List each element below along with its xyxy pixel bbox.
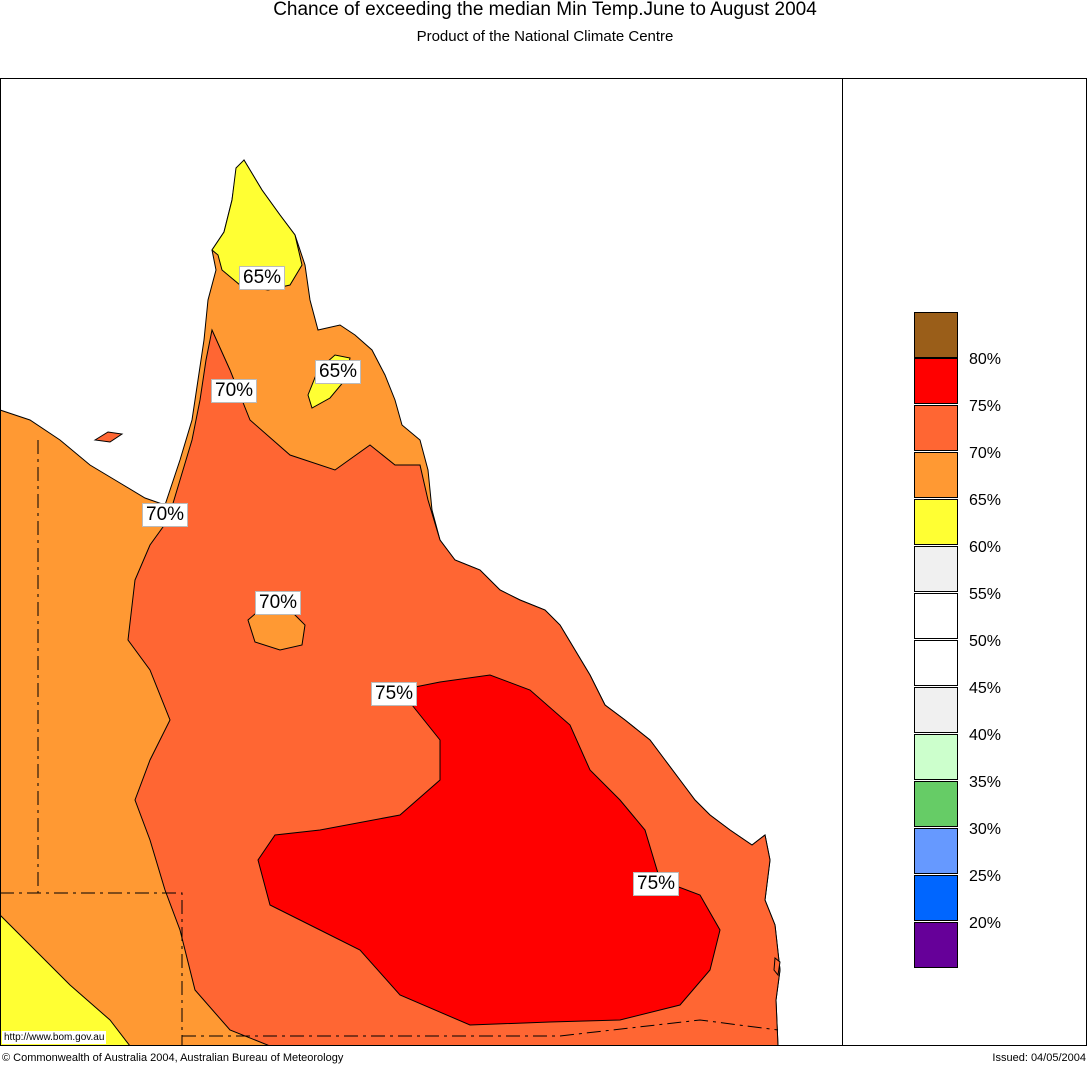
copyright-notice: © Commonwealth of Australia 2004, Austra… bbox=[2, 1052, 344, 1064]
legend-swatch bbox=[914, 875, 958, 921]
sa-border bbox=[1, 892, 183, 1045]
legend-label: 50% bbox=[969, 633, 1002, 650]
legend-swatch bbox=[914, 734, 958, 780]
map-label: 65% bbox=[315, 360, 362, 384]
gulf-island bbox=[93, 431, 124, 443]
legend-divider bbox=[842, 78, 843, 1046]
legend-swatch bbox=[914, 405, 958, 451]
zone-80-percent bbox=[257, 674, 721, 1026]
legend-swatch bbox=[914, 640, 958, 686]
map-label: 75% bbox=[371, 682, 418, 706]
source-url-link[interactable]: http://www.bom.gov.au bbox=[2, 1031, 107, 1044]
nsw-border bbox=[182, 1019, 779, 1037]
map-frame bbox=[0, 78, 1087, 1046]
legend-swatch bbox=[914, 312, 958, 358]
coastal-island bbox=[773, 957, 781, 977]
legend-label: 80% bbox=[969, 351, 1002, 368]
legend-swatch bbox=[914, 546, 958, 592]
legend-swatch bbox=[914, 593, 958, 639]
legend-swatch bbox=[914, 828, 958, 874]
map-label: 70% bbox=[255, 591, 302, 615]
legend-swatch bbox=[914, 358, 958, 404]
zone-65-percent-southwest bbox=[1, 915, 130, 1045]
legend-label: 25% bbox=[969, 868, 1002, 885]
legend-label: 20% bbox=[969, 915, 1002, 932]
legend-label: 40% bbox=[969, 727, 1002, 744]
map-label: 70% bbox=[142, 503, 189, 527]
legend-label: 35% bbox=[969, 774, 1002, 791]
map-label: 70% bbox=[211, 379, 258, 403]
legend-swatch bbox=[914, 781, 958, 827]
map-subtitle: Product of the National Climate Centre bbox=[416, 28, 674, 45]
legend-label: 55% bbox=[969, 586, 1002, 603]
legend-swatch bbox=[914, 452, 958, 498]
legend-swatch bbox=[914, 499, 958, 545]
legend-swatch bbox=[914, 687, 958, 733]
map-title: Chance of exceeding the median Min Temp.… bbox=[273, 0, 817, 20]
map-label: 75% bbox=[633, 872, 680, 896]
issued-date: Issued: 04/05/2004 bbox=[992, 1052, 1086, 1064]
legend-label: 70% bbox=[969, 445, 1002, 462]
legend-label: 45% bbox=[969, 680, 1002, 697]
map-label: 65% bbox=[239, 266, 286, 290]
legend-swatch bbox=[914, 922, 958, 968]
legend-label: 75% bbox=[969, 398, 1002, 415]
legend-label: 30% bbox=[969, 821, 1002, 838]
zone-65-percent-cape bbox=[211, 159, 303, 291]
legend-label: 65% bbox=[969, 492, 1002, 509]
legend-label: 60% bbox=[969, 539, 1002, 556]
